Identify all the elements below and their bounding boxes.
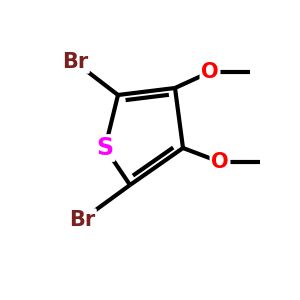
Text: S: S	[96, 136, 114, 160]
Text: Br: Br	[62, 52, 88, 72]
Text: O: O	[211, 152, 229, 172]
Text: O: O	[201, 62, 219, 82]
Text: Br: Br	[69, 210, 95, 230]
